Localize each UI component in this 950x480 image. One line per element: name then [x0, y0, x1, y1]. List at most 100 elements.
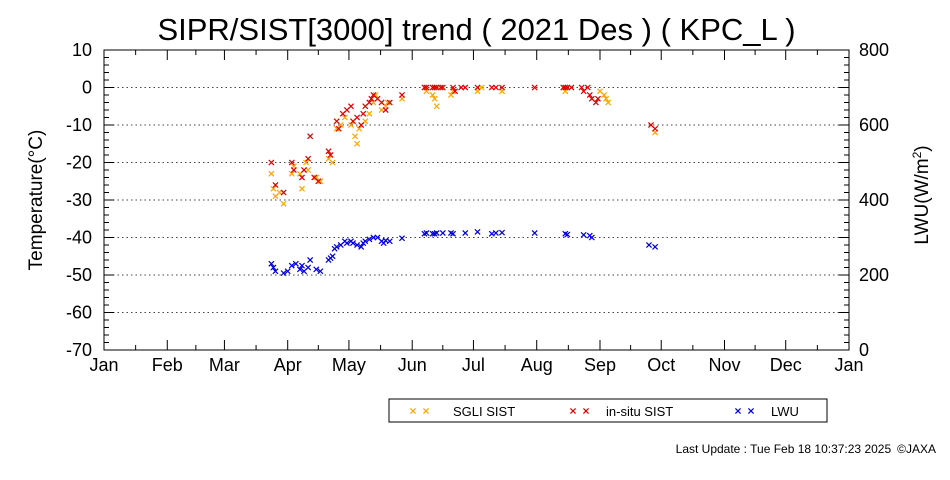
- data-point: [284, 268, 291, 275]
- left-tick-label: -30: [66, 190, 92, 210]
- left-axis: 10 0 -10 -20 -30 -40 -50 -60 -70 800 600 400 200 0: [66, 40, 889, 360]
- data-point: [564, 231, 571, 238]
- data-point: [280, 200, 287, 207]
- data-point: [341, 114, 348, 121]
- right-tick-label: 800: [859, 40, 889, 60]
- data-point: [498, 84, 506, 91]
- data-point: [498, 229, 506, 236]
- x-tick-label: Jul: [462, 355, 485, 375]
- data-point: [398, 91, 406, 99]
- x-tick-label: Jun: [398, 355, 427, 375]
- data-point: [531, 229, 538, 237]
- chart-title: SIPR/SIST[3000] trend ( 2021 Des ) ( KPC…: [157, 12, 795, 47]
- data-point: [327, 151, 334, 159]
- x-tick-label: Apr: [274, 355, 302, 375]
- data-point: [333, 118, 340, 125]
- legend-box: [388, 398, 828, 423]
- data-point: [578, 84, 585, 91]
- data-point: [366, 236, 373, 243]
- x-tick-label: Jan: [89, 355, 118, 375]
- right-tick-label: 200: [859, 265, 889, 285]
- data-point: [272, 181, 279, 189]
- data-point: [450, 84, 457, 91]
- data-point: [462, 84, 469, 91]
- data-point: [605, 99, 612, 106]
- data-point: [592, 99, 599, 106]
- data-point: [354, 114, 361, 121]
- data-point: [329, 159, 336, 166]
- x-tick-label: Dec: [770, 355, 802, 375]
- left-tick-label: -10: [66, 115, 92, 135]
- data-point: [303, 159, 310, 166]
- legend-marker: [409, 407, 417, 415]
- data-point: [313, 266, 320, 273]
- data-point: [474, 84, 481, 91]
- data-point: [298, 185, 306, 192]
- legend-marker: [734, 407, 742, 415]
- x-tick-label: May: [332, 355, 366, 375]
- data-point: [290, 166, 297, 174]
- data-point: [288, 159, 295, 166]
- data-point: [492, 84, 499, 91]
- legend-label: SGLI SIST: [453, 404, 515, 419]
- data-point: [335, 125, 342, 132]
- data-point: [652, 243, 659, 250]
- data-point: [531, 84, 538, 91]
- data-point: [386, 238, 393, 245]
- data-point: [433, 229, 440, 237]
- data-point: [325, 148, 332, 155]
- data-point: [601, 91, 608, 99]
- plot-frame: [103, 49, 850, 351]
- left-tick-label: -70: [66, 340, 92, 360]
- y-axis-left-title: Temperature(°C): [26, 130, 47, 271]
- data-point: [594, 95, 601, 102]
- data-point: [280, 189, 287, 196]
- data-point: [305, 264, 312, 271]
- data-point: [433, 103, 440, 110]
- left-tick-label: 0: [82, 78, 92, 98]
- data-point: [354, 140, 361, 147]
- x-tick-label: Aug: [521, 355, 553, 375]
- data-point: [317, 268, 324, 275]
- data-point: [437, 84, 444, 91]
- data-point: [386, 99, 393, 106]
- right-tick-label: 600: [859, 115, 889, 135]
- x-tick-label: Sep: [584, 355, 616, 375]
- data-point: [292, 260, 299, 267]
- data-point: [439, 84, 446, 91]
- legend: SGLI SIST in-situ SIST LWU: [388, 398, 828, 423]
- data-point: [652, 125, 659, 132]
- legend-marker: [569, 407, 577, 415]
- data-point: [429, 91, 436, 99]
- x-tick-label: Jan: [834, 355, 863, 375]
- data-point: [423, 229, 430, 237]
- data-point: [280, 270, 287, 277]
- data-point: [347, 103, 354, 110]
- data-point: [354, 241, 361, 249]
- left-tick-label: -40: [66, 228, 92, 248]
- legend-label: LWU: [771, 404, 799, 419]
- data-point: [462, 229, 469, 237]
- x-axis: Jan Feb Mar Apr May Jun Jul Aug Sep Oct Nov Dec Jan: [89, 50, 864, 375]
- data-point: [358, 121, 365, 129]
- data-point: [360, 110, 367, 117]
- data-point: [398, 235, 406, 242]
- series-2: [268, 228, 659, 277]
- data-point: [272, 268, 279, 275]
- data-point: [366, 99, 373, 106]
- legend-marker: [747, 407, 755, 415]
- x-tick-label: Nov: [708, 355, 740, 375]
- data-point: [305, 155, 312, 162]
- data-point: [307, 256, 314, 264]
- legend-marker: [422, 407, 430, 415]
- data-point: [431, 95, 438, 102]
- data-point: [474, 228, 481, 235]
- data-point: [356, 125, 363, 132]
- data-point: [296, 266, 303, 273]
- data-point: [268, 170, 275, 177]
- x-tick-label: Feb: [152, 355, 183, 375]
- left-tick-label: 10: [72, 40, 92, 60]
- series-1: [268, 84, 659, 196]
- data-point: [268, 260, 275, 267]
- data-point: [452, 88, 459, 95]
